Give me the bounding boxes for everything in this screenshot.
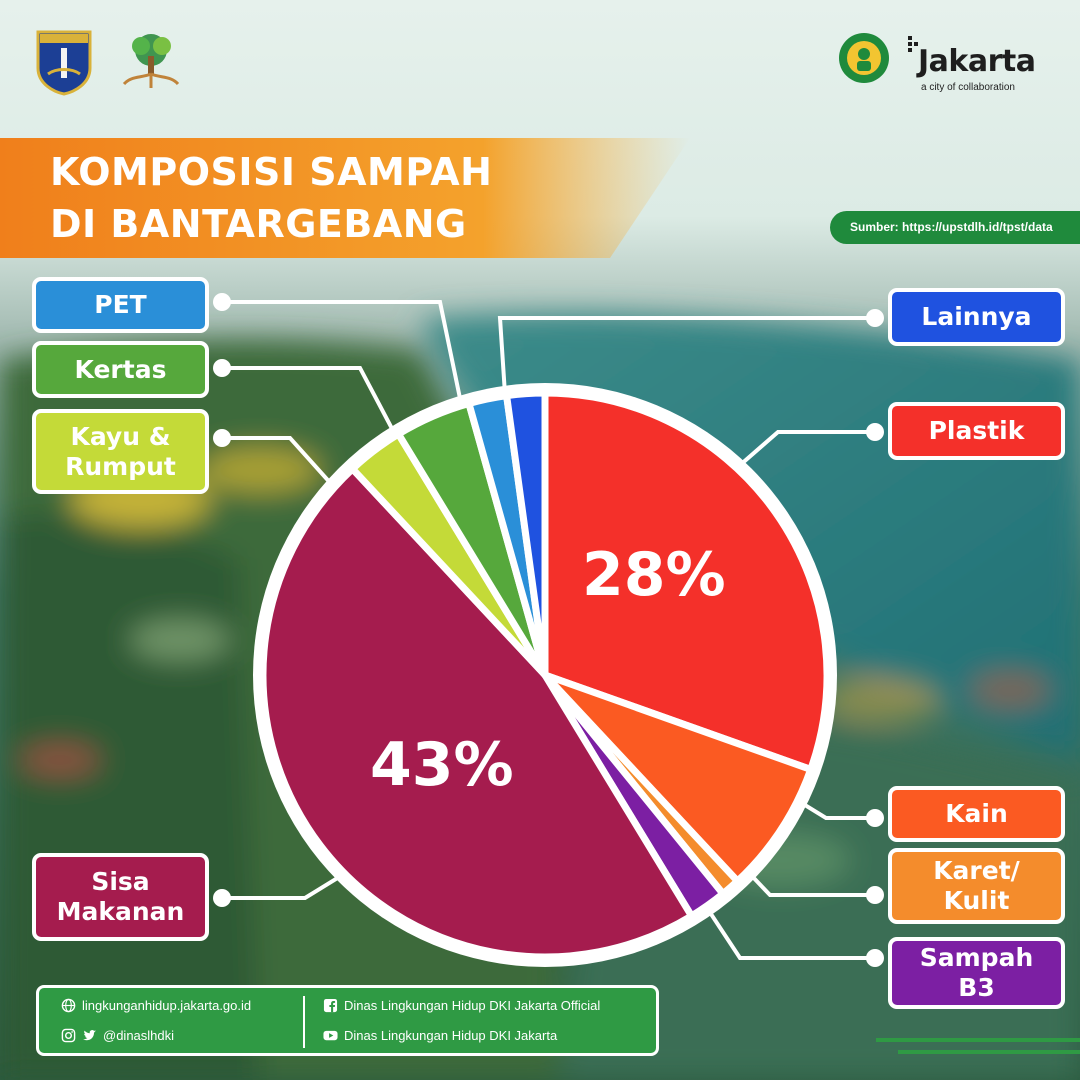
globe-icon <box>61 998 76 1013</box>
footer-website[interactable]: lingkunganhidup.jakarta.go.id <box>61 998 251 1013</box>
jakarta-logo-mark-icon <box>908 36 922 56</box>
label-kayu-rumput: Kayu & Rumput <box>32 409 209 494</box>
page-title: KOMPOSISI SAMPAH DI BANTARGEBANG <box>50 146 492 250</box>
footer-youtube-text: Dinas Lingkungan Hidup DKI Jakarta <box>344 1028 558 1043</box>
label-sisa-makanan: Sisa Makanan <box>32 853 209 941</box>
leader-dot-sampah-b3 <box>866 949 884 967</box>
source-badge: Sumber: https://upstdlh.id/tpst/data <box>830 211 1080 244</box>
footer-facebook-text: Dinas Lingkungan Hidup DKI Jakarta Offic… <box>344 998 601 1013</box>
pie-slice-plastik <box>541 389 831 773</box>
pie-slice-lainnya <box>503 389 549 679</box>
decorative-line-1 <box>876 1038 1080 1042</box>
label-karet-kulit: Karet/ Kulit <box>888 848 1065 924</box>
label-kain-text: Kain <box>945 799 1008 828</box>
label-kertas-text: Kertas <box>74 354 167 384</box>
label-sampah-b3-text: Sampah B3 <box>919 943 1034 1002</box>
dinas-lingkungan-hidup-logo <box>122 34 180 88</box>
label-plastik-text: Plastik <box>928 416 1025 445</box>
leader-dot-plastik <box>866 423 884 441</box>
leader-dot-sisa-makanan <box>213 889 231 907</box>
leader-dot-karet-kulit <box>866 886 884 904</box>
label-kayu-rumput-text: Kayu & Rumput <box>65 421 176 481</box>
label-lainnya-text: Lainnya <box>921 302 1032 331</box>
label-plastik: Plastik <box>888 402 1065 460</box>
label-kain: Kain <box>888 786 1065 842</box>
pie-slice-sisa-makanan <box>259 465 696 961</box>
decorative-line-2 <box>898 1050 1080 1054</box>
footer-contact-bar: lingkunganhidup.jakarta.go.id @dinaslhdk… <box>36 985 659 1056</box>
pie-slice-kain <box>541 671 815 885</box>
twitter-icon <box>82 1030 97 1041</box>
slice-label-sisa-makanan-percent: 43% <box>370 730 514 800</box>
label-pet-text: PET <box>94 290 147 319</box>
instagram-icon <box>61 1028 76 1043</box>
facebook-icon <box>323 998 338 1013</box>
label-lainnya: Lainnya <box>888 288 1065 346</box>
leader-dot-kain <box>866 809 884 827</box>
footer-facebook[interactable]: Dinas Lingkungan Hidup DKI Jakarta Offic… <box>323 998 600 1013</box>
footer-website-text: lingkunganhidup.jakarta.go.id <box>82 998 252 1013</box>
jakarta-sadar-sampah-logo <box>839 33 889 83</box>
footer-social[interactable]: @dinaslhdki <box>61 1028 174 1043</box>
label-sisa-makanan-text: Sisa Makanan <box>56 867 185 926</box>
leader-dot-kayu-rumput <box>213 429 231 447</box>
label-pet: PET <box>32 277 209 333</box>
leader-dot-kertas <box>213 359 231 377</box>
jakarta-brand-logo: Jakarta <box>918 44 1036 79</box>
slice-label-plastik-percent: 28% <box>582 540 726 610</box>
label-kertas: Kertas <box>32 341 209 398</box>
footer-divider <box>303 996 305 1048</box>
leader-dot-pet <box>213 293 231 311</box>
youtube-icon <box>323 1030 338 1041</box>
dki-jakarta-emblem <box>36 30 92 96</box>
footer-social-text: @dinaslhdki <box>103 1028 175 1043</box>
footer-youtube[interactable]: Dinas Lingkungan Hidup DKI Jakarta <box>323 1028 557 1043</box>
jakarta-tagline: a city of collaboration <box>921 82 1015 93</box>
title-line-2: DI BANTARGEBANG <box>50 202 467 246</box>
leader-line-pet <box>222 300 464 409</box>
label-karet-kulit-text: Karet/ Kulit <box>933 856 1020 915</box>
title-line-1: KOMPOSISI SAMPAH <box>50 150 493 194</box>
leader-dot-lainnya <box>866 309 884 327</box>
label-sampah-b3: Sampah B3 <box>888 937 1065 1009</box>
